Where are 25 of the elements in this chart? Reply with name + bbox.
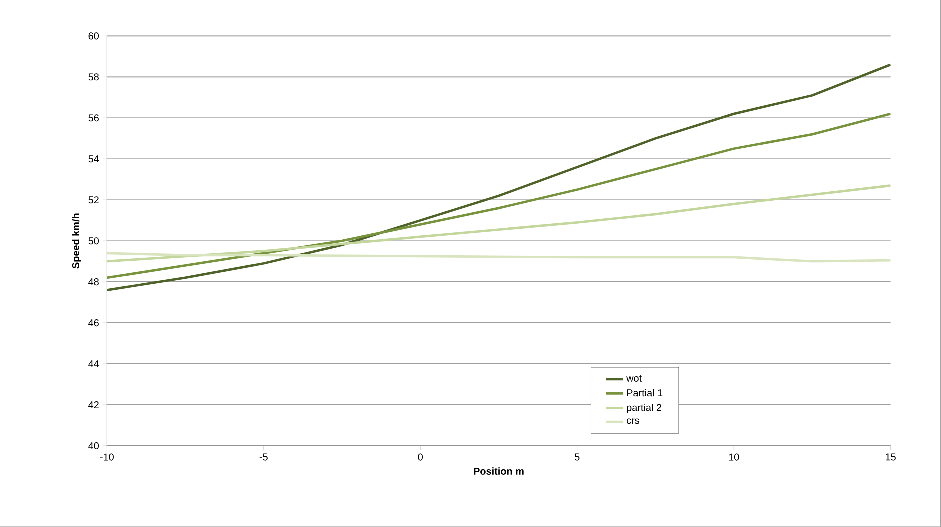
y-tick-label: 50 xyxy=(88,237,100,245)
y-tick-label: 56 xyxy=(88,114,99,122)
y-tick-label: 46 xyxy=(88,319,99,327)
x-tick-label: -5 xyxy=(260,454,268,461)
y-tick-label: 44 xyxy=(88,360,100,368)
line-series xyxy=(107,112,891,280)
y-tick-label: 54 xyxy=(88,156,100,163)
x-tick-label: -10 xyxy=(100,454,114,461)
x-tick-label: 5 xyxy=(574,454,580,461)
y-tick-label: 60 xyxy=(88,32,100,40)
x-axis-title: Position m xyxy=(474,468,524,475)
x-tick-label: 0 xyxy=(418,454,424,461)
y-tick-label: 42 xyxy=(88,401,99,408)
y-tick-label: 40 xyxy=(88,442,100,450)
x-tick-label: 10 xyxy=(729,454,740,461)
legend-label: crs xyxy=(626,418,640,424)
y-tick-label: 48 xyxy=(88,278,99,286)
legend-label: wot xyxy=(626,375,642,382)
legend-label: Partial 1 xyxy=(627,389,663,397)
line-series xyxy=(107,184,891,263)
y-tick-label: 52 xyxy=(88,196,99,204)
x-tick-label: 15 xyxy=(886,454,896,461)
legend-label: partial 2 xyxy=(627,404,662,414)
y-axis-title: Speed km/h xyxy=(72,214,82,269)
y-tick-label: 58 xyxy=(88,74,99,81)
